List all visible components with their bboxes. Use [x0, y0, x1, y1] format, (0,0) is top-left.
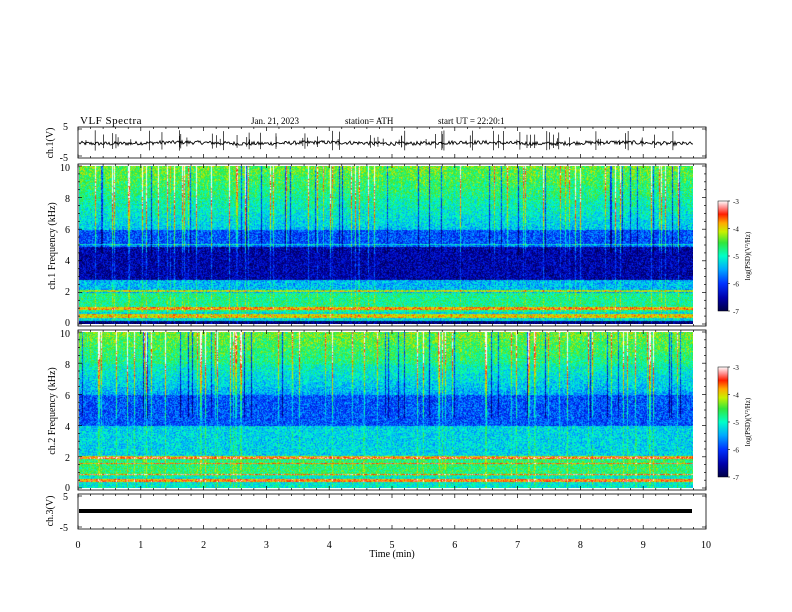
ch2-colorbar: -3 -4 -5 -6 -7 log(PSD)(V²/Hz) [717, 364, 752, 482]
ch1-ytick-bottom: -5 [60, 153, 68, 164]
ch2-spec-ytick-6: 6 [65, 391, 70, 402]
ch1-spec-ylabel: ch.1 Frequency (kHz) [47, 202, 58, 289]
x-tick-label-8: 8 [578, 540, 583, 551]
colorbar-tick-label: -7 [733, 308, 739, 316]
x-tick-label-5: 5 [390, 540, 395, 551]
x-tick-label-7: 7 [515, 540, 520, 551]
ch1-spec-ytick-2: 2 [65, 287, 70, 298]
colorbar-tick-label: -4 [733, 392, 739, 400]
ch2-spec-ytick-10: 10 [60, 329, 70, 340]
ch1-spec-ytick-6: 6 [65, 225, 70, 236]
colorbar-tick-label: -3 [733, 198, 739, 206]
x-tick-label-0: 0 [76, 540, 81, 551]
ch1-colorbar-label: log(PSD)(V²/Hz) [744, 231, 752, 280]
x-axis-label: Time (min) [369, 549, 414, 560]
ch2-spec-ytick-2: 2 [65, 453, 70, 464]
ch2-spectrogram-panel: 10 8 6 4 2 0 ch.2 Frequency (kHz) [47, 329, 707, 494]
ch3-ylabel: ch.3(V) [45, 496, 56, 527]
x-tick-label-3: 3 [264, 540, 269, 551]
date-label: Jan. 21, 2023 [251, 116, 299, 126]
colorbar-tick-label: -5 [733, 419, 739, 427]
x-tick-label-4: 4 [327, 540, 332, 551]
ch1-spec-ytick-4: 4 [65, 256, 70, 267]
ch1-ytick-top: 5 [63, 122, 68, 133]
ch1-spectrogram-panel: 10 8 6 4 2 0 ch.1 Frequency (kHz) [47, 163, 707, 329]
ch1-spec-ytick-8: 8 [65, 194, 70, 205]
ch2-spec-ytick-8: 8 [65, 360, 70, 371]
colorbar-tick-label: -4 [733, 226, 739, 234]
ch1-waveform-line [78, 139, 694, 147]
ch1-waveform-spikes [85, 130, 674, 151]
x-tick-label-2: 2 [201, 540, 206, 551]
ch2-spec-ytick-0: 0 [65, 483, 70, 494]
ch1-spec-ytick-10: 10 [60, 163, 70, 174]
start-time-label: start UT = 22:20:1 [438, 116, 505, 126]
ch1-spec-ytick-0: 0 [65, 318, 70, 329]
colorbar-tick-label: -6 [733, 281, 739, 289]
x-tick-label-9: 9 [641, 540, 646, 551]
figure-title: VLF Spectra [80, 115, 142, 127]
colorbar-tick-label: -3 [733, 364, 739, 372]
ch2-colorbar-label: log(PSD)(V²/Hz) [744, 397, 752, 446]
ch3-ytick-bottom: -5 [60, 523, 68, 534]
ch1-colorbar-gradient [718, 201, 728, 311]
ch3-ytick-top: 5 [63, 492, 68, 503]
x-axis-ticks: 0 1 2 3 4 5 6 7 8 9 10 [76, 540, 712, 551]
colorbar-tick-label: -5 [733, 253, 739, 261]
ch2-spec-ytick-4: 4 [65, 422, 70, 433]
ch1-spectrogram-image [79, 166, 693, 324]
x-tick-label-10: 10 [701, 540, 711, 551]
ch1-ylabel: ch.1(V) [45, 128, 56, 159]
x-tick-label-1: 1 [138, 540, 143, 551]
ch2-spectrogram-image [79, 332, 693, 488]
ch1-waveform-panel: 5 -5 ch.1(V) [45, 122, 707, 164]
ch2-spec-ylabel: ch.2 Frequency (kHz) [47, 367, 58, 454]
colorbar-tick-label: -6 [733, 447, 739, 455]
ch3-waveform-panel: 5 -5 ch.3(V) [45, 492, 707, 534]
ch1-colorbar: -3 -4 -5 -6 -7 log(PSD)(V²/Hz) [717, 198, 752, 316]
x-tick-label-6: 6 [452, 540, 457, 551]
colorbar-tick-label: -7 [733, 474, 739, 482]
station-label: station= ATH [345, 116, 394, 126]
ch2-colorbar-gradient [718, 367, 728, 477]
